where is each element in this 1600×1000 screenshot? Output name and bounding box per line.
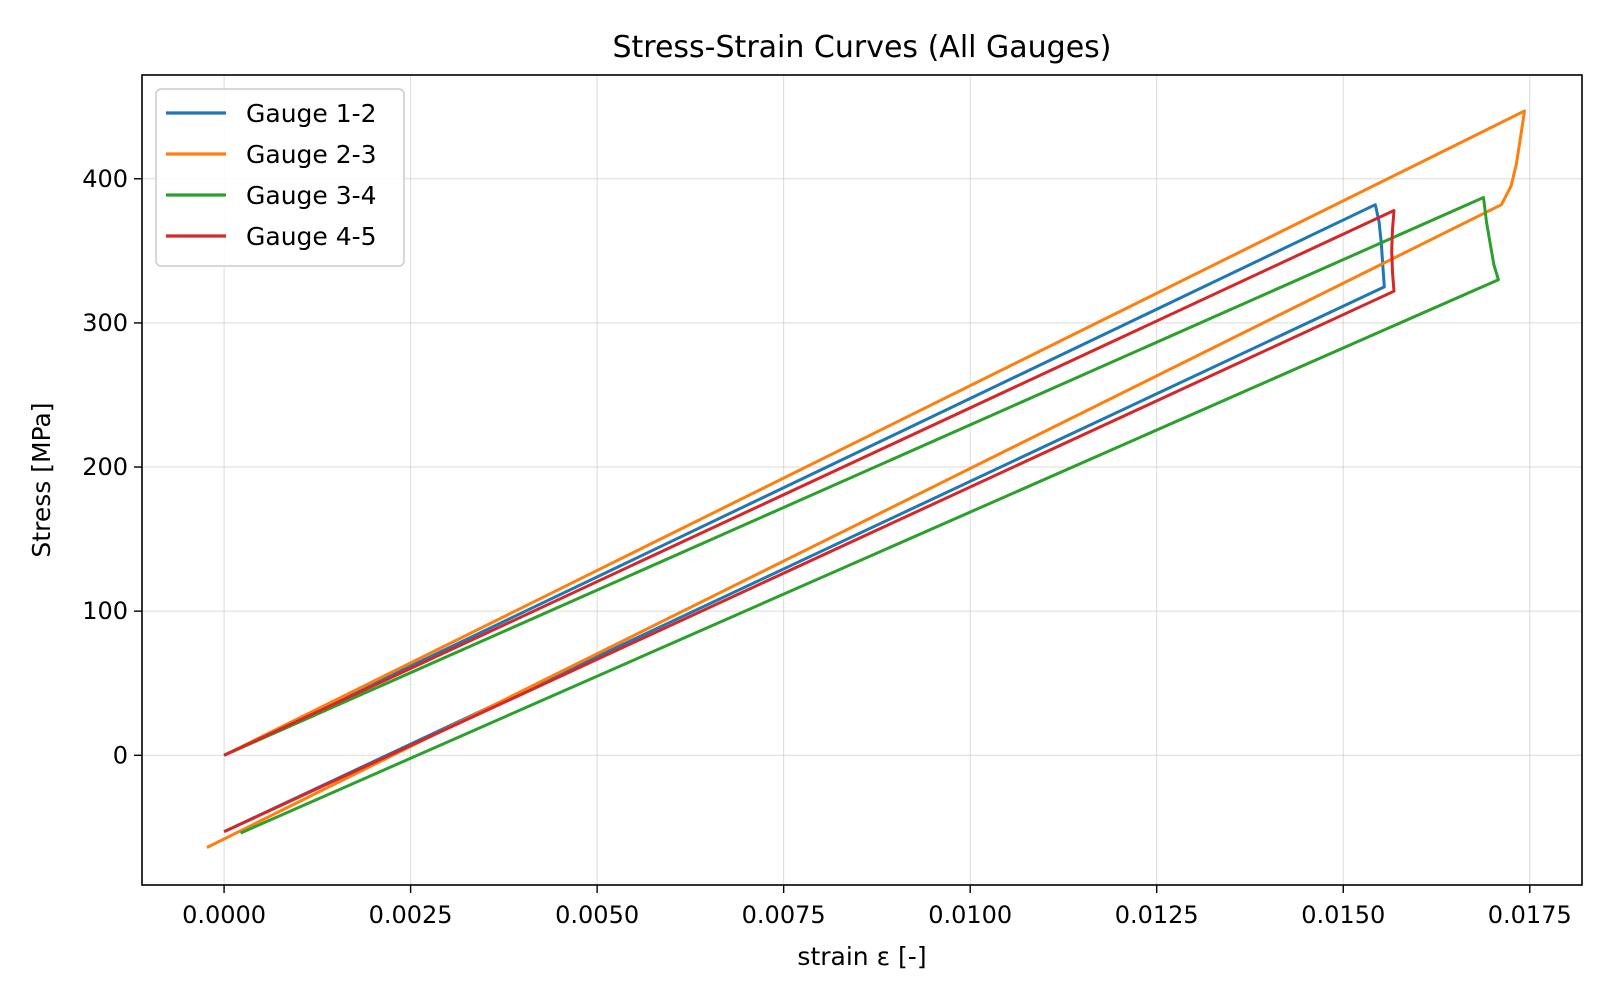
tick-layer: 0.0000 0.0025 0.0050 0.0075 0.0100 0.0125 0.01…: [82, 165, 1572, 929]
legend-label-gauge-3-4: Gauge 3-4: [246, 181, 377, 210]
x-tick-label: 0.0000: [182, 901, 266, 929]
y-tick-label: 0: [113, 741, 128, 769]
y-axis-label: Stress [MPa]: [27, 402, 56, 557]
legend-label-gauge-1-2: Gauge 1-2: [246, 99, 377, 128]
x-tick-label: 0.0025: [369, 901, 453, 929]
y-tick-label: 400: [82, 165, 128, 193]
legend-box: [155, 88, 405, 267]
x-tick-label: 0.0175: [1488, 901, 1572, 929]
x-tick-label: 0.0050: [555, 901, 639, 929]
legend-label-gauge-2-3: Gauge 2-3: [246, 140, 377, 169]
series-layer: [206, 109, 1526, 849]
x-tick-label: 0.0075: [742, 901, 826, 929]
y-tick-label: 200: [82, 453, 128, 481]
series-line-gauge-3-4: [223, 196, 1500, 835]
legend: Gauge 1-2 Gauge 2-3 Gauge 3-4 Gauge 4-5: [155, 88, 405, 267]
series-line-gauge-2-3: [206, 109, 1526, 849]
series-line-gauge-1-2: [223, 203, 1386, 834]
x-tick-label: 0.0100: [928, 901, 1012, 929]
plot-frame: [141, 74, 1583, 886]
x-tick-label: 0.0125: [1115, 901, 1199, 929]
chart-title: Stress-Strain Curves (All Gauges): [612, 30, 1111, 65]
legend-label-gauge-4-5: Gauge 4-5: [246, 222, 377, 251]
x-axis-label: strain ε [-]: [797, 942, 926, 971]
y-tick-label: 300: [82, 309, 128, 337]
x-tick-label: 0.0150: [1301, 901, 1385, 929]
y-tick-label: 100: [82, 597, 128, 625]
series-line-gauge-4-5: [223, 209, 1396, 834]
